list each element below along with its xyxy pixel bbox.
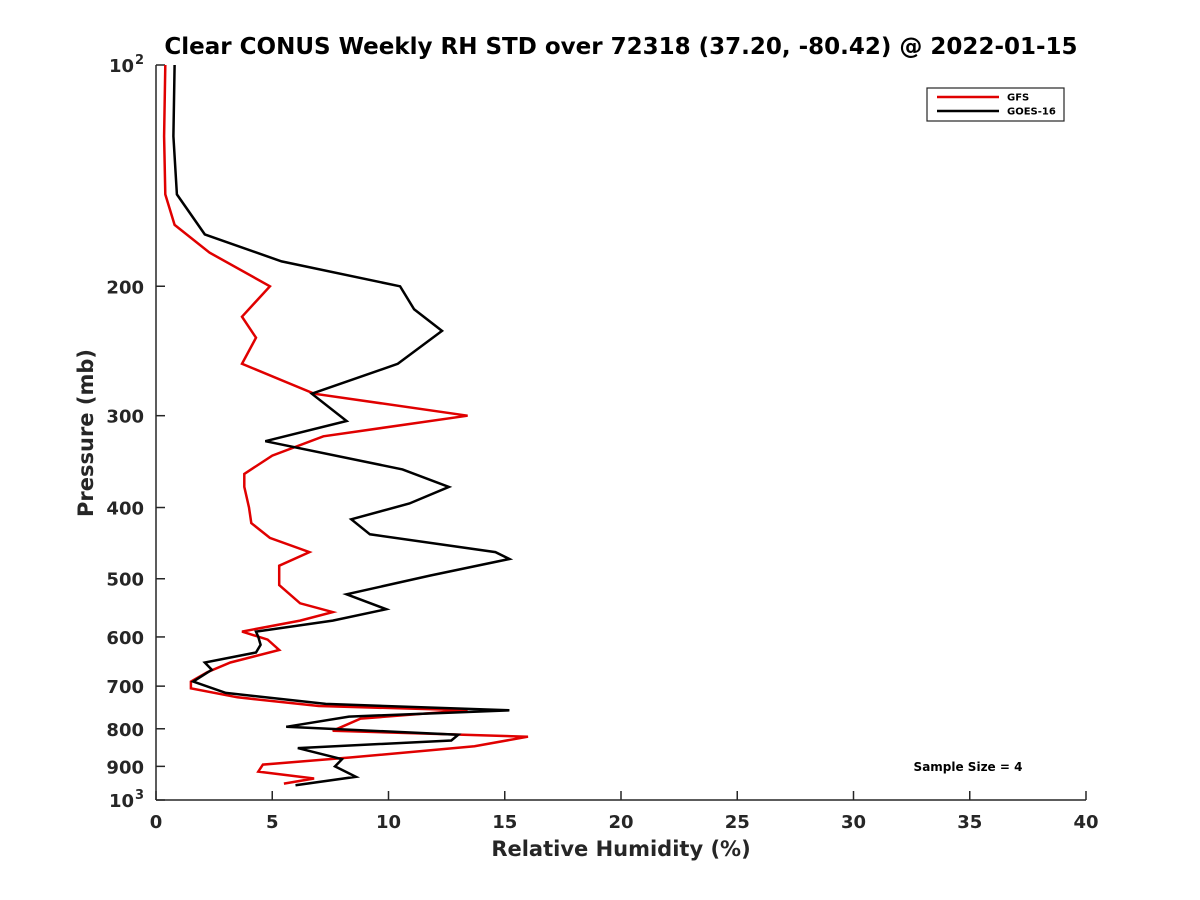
x-tick-label: 0 (150, 812, 163, 833)
y-tick-label: 600 (106, 628, 144, 649)
plot-axes (155, 64, 1087, 801)
y-tick-label: 800 (106, 720, 144, 741)
series-line-gfs (162, 64, 529, 785)
plot-lines (162, 64, 529, 787)
x-tick-label: 10 (376, 812, 401, 833)
x-tick-label: 20 (608, 812, 633, 833)
x-tick-label: 25 (725, 812, 750, 833)
y-tick-label-exponent: 2 (135, 53, 144, 68)
y-tick-label: 500 (106, 570, 144, 591)
x-tick-label: 35 (957, 812, 982, 833)
x-axis-label: Relative Humidity (%) (491, 837, 750, 861)
y-tick-label: 900 (106, 757, 144, 778)
y-tick-label-exponent: 3 (135, 788, 144, 803)
series-line-goes-16 (172, 64, 514, 787)
x-tick-label: 30 (841, 812, 866, 833)
y-tick-label: 10 (109, 791, 134, 812)
y-tick-label: 200 (106, 277, 144, 298)
y-tick-label: 300 (106, 407, 144, 428)
legend: GFS GOES-16 (926, 87, 1065, 122)
legend-box (926, 87, 1065, 122)
legend-label: GOES-16 (1007, 107, 1056, 118)
y-tick-label: 400 (106, 499, 144, 520)
sample-size-annotation: Sample Size = 4 (914, 760, 1023, 774)
y-axis-label: Pressure (mb) (74, 349, 98, 517)
y-tick-label: 700 (106, 677, 144, 698)
x-tick-label: 5 (266, 812, 279, 833)
legend-label: GFS (1007, 93, 1029, 104)
chart-title: Clear CONUS Weekly RH STD over 72318 (37… (164, 34, 1077, 60)
x-tick-labels: 0 5 10 15 20 25 30 35 40 (150, 812, 1099, 833)
y-tick-label: 10 (109, 56, 134, 77)
x-tick-label: 15 (492, 812, 517, 833)
x-tick-label: 40 (1073, 812, 1098, 833)
